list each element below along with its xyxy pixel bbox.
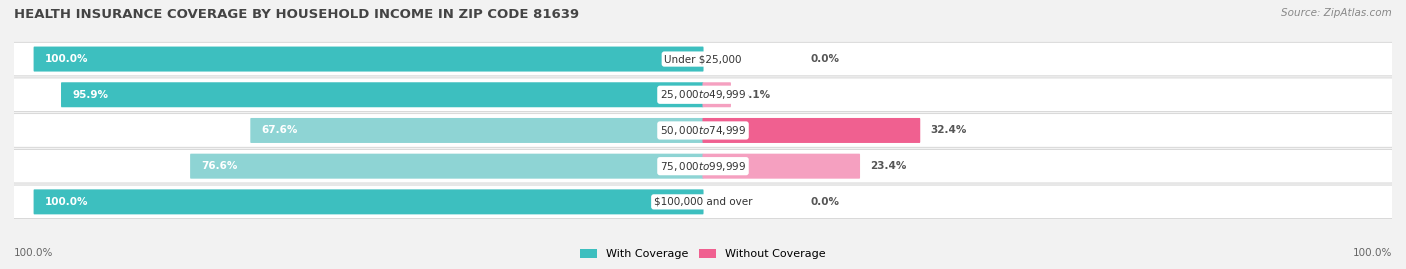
- Text: 100.0%: 100.0%: [45, 54, 89, 64]
- FancyBboxPatch shape: [14, 185, 1392, 219]
- Text: Source: ZipAtlas.com: Source: ZipAtlas.com: [1281, 8, 1392, 18]
- Text: HEALTH INSURANCE COVERAGE BY HOUSEHOLD INCOME IN ZIP CODE 81639: HEALTH INSURANCE COVERAGE BY HOUSEHOLD I…: [14, 8, 579, 21]
- Text: 23.4%: 23.4%: [870, 161, 907, 171]
- FancyBboxPatch shape: [703, 82, 731, 107]
- Text: $100,000 and over: $100,000 and over: [654, 197, 752, 207]
- Text: 100.0%: 100.0%: [45, 197, 89, 207]
- FancyBboxPatch shape: [703, 118, 921, 143]
- Text: 95.9%: 95.9%: [72, 90, 108, 100]
- Text: 32.4%: 32.4%: [931, 125, 967, 136]
- Legend: With Coverage, Without Coverage: With Coverage, Without Coverage: [576, 244, 830, 263]
- FancyBboxPatch shape: [60, 82, 703, 107]
- Text: $50,000 to $74,999: $50,000 to $74,999: [659, 124, 747, 137]
- FancyBboxPatch shape: [703, 154, 860, 179]
- Text: 0.0%: 0.0%: [810, 197, 839, 207]
- Text: 0.0%: 0.0%: [810, 54, 839, 64]
- Text: $25,000 to $49,999: $25,000 to $49,999: [659, 88, 747, 101]
- Text: $75,000 to $99,999: $75,000 to $99,999: [659, 160, 747, 173]
- FancyBboxPatch shape: [14, 114, 1392, 147]
- Text: 76.6%: 76.6%: [201, 161, 238, 171]
- FancyBboxPatch shape: [34, 189, 703, 214]
- FancyBboxPatch shape: [14, 149, 1392, 183]
- FancyBboxPatch shape: [14, 42, 1392, 76]
- FancyBboxPatch shape: [250, 118, 703, 143]
- Text: 4.1%: 4.1%: [741, 90, 770, 100]
- FancyBboxPatch shape: [34, 47, 703, 72]
- FancyBboxPatch shape: [14, 78, 1392, 112]
- Text: Under $25,000: Under $25,000: [664, 54, 742, 64]
- FancyBboxPatch shape: [190, 154, 703, 179]
- Text: 67.6%: 67.6%: [262, 125, 298, 136]
- Text: 100.0%: 100.0%: [14, 248, 53, 258]
- Text: 100.0%: 100.0%: [1353, 248, 1392, 258]
